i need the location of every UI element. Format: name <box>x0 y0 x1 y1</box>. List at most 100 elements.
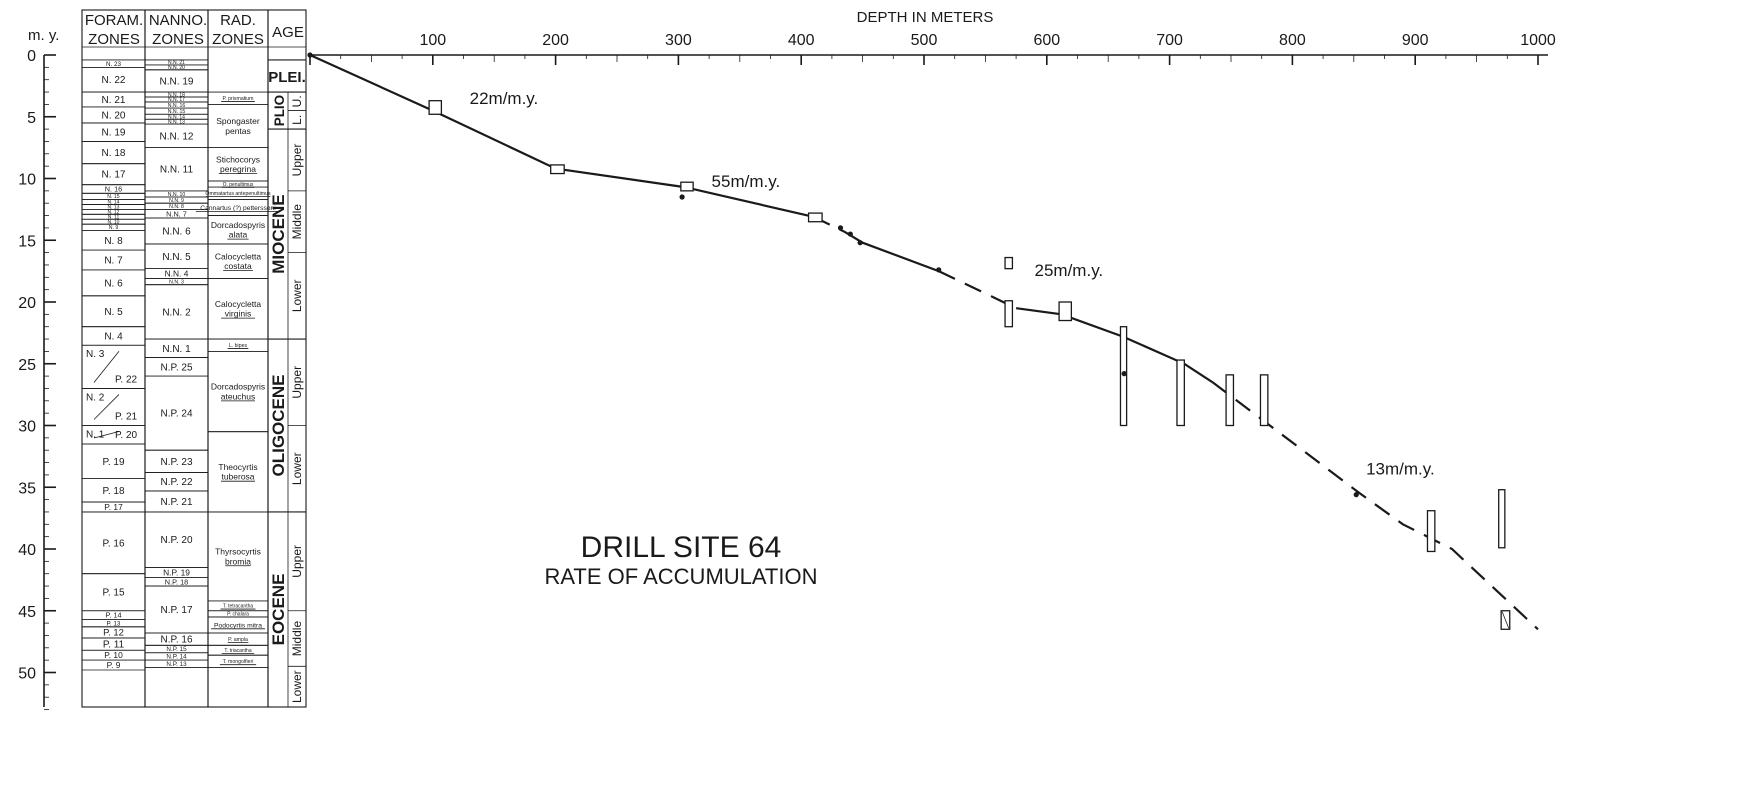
nanno-zone-label: N.P. 14 <box>166 654 187 661</box>
nanno-zone-label: N.P. 23 <box>160 457 192 468</box>
x-tick-label: 900 <box>1402 32 1429 49</box>
age-subdivision-label: Upper <box>290 144 304 177</box>
nanno-zone-label: N.P. 24 <box>160 409 192 420</box>
sample-box <box>1426 510 1436 553</box>
foram-zone-label: N. 11 <box>108 215 120 221</box>
foram-zone-label: N. 21 <box>102 95 126 106</box>
curve-solid-segment <box>309 53 814 218</box>
foram-zone-label: N. 23 <box>106 61 122 68</box>
nanno-zone-label: N.N. 21 <box>168 60 185 66</box>
zone-labels: N. 23 N. 22 N. 21 N. 20 N. 19 N. 18 N. 17 N. 16… <box>86 60 306 703</box>
foram-zone-split-line <box>93 350 120 383</box>
sample-dot <box>1353 492 1359 498</box>
foram-zone-label: N. 9 <box>109 225 119 231</box>
foram-zone-label: N. 1 <box>86 430 105 441</box>
y-tick-label: 40 <box>18 542 36 559</box>
nanno-zone-label: N.P. 22 <box>160 477 192 488</box>
nanno-zone-label: N.P. 18 <box>165 577 188 586</box>
age-subdivision-label: Lower <box>290 279 304 312</box>
rad-zone-label: P. prismatium <box>222 96 253 102</box>
age-subdivision-label: Upper <box>290 366 304 399</box>
rad-zone-label: Calocycletta <box>215 251 262 261</box>
rad-zone-label: Ommatartus antepenultimus <box>205 191 271 197</box>
sample-dot <box>936 267 942 273</box>
rad-zone-label: Stichocorys <box>216 154 260 164</box>
x-tick-label: 400 <box>788 32 815 49</box>
column-headers: m. y. FORAM. ZONES NANNO. ZONES RAD. ZON… <box>28 12 304 48</box>
zone-column-frame <box>207 9 269 708</box>
age-subdivision-label: Middle <box>290 204 304 240</box>
rad-zone-label: pentas <box>225 126 251 136</box>
nanno-zone-label: N.N. 20 <box>168 65 185 71</box>
nanno-zone-label: N.N. 9 <box>169 198 184 204</box>
y-tick-label: 30 <box>18 419 36 436</box>
foram-zone-label: N. 15 <box>107 194 120 200</box>
x-tick-label: 300 <box>665 32 692 49</box>
rate-label: 25m/m.y. <box>1035 261 1104 280</box>
sample-box <box>1004 300 1014 328</box>
rad-zones-header-line2: ZONES <box>212 31 264 48</box>
rate-label: 22m/m.y. <box>470 89 539 108</box>
sample-box <box>1058 301 1073 322</box>
rad-zone-label: Dorcadospyris <box>211 220 265 230</box>
nanno-zone-label: N.N. 18 <box>168 92 185 98</box>
x-tick-label: 100 <box>419 32 446 49</box>
foram-zones-header-line2: ZONES <box>88 31 140 48</box>
sample-box <box>1176 359 1185 427</box>
foram-zone-label: N. 3 <box>86 349 105 360</box>
rad-zone-label: tuberosa <box>221 472 254 482</box>
x-tick-label: 600 <box>1033 32 1060 49</box>
y-tick-label: 15 <box>18 233 36 250</box>
rad-zone-label: virginis <box>225 309 251 319</box>
rad-zone-label: P. chalara <box>227 612 249 618</box>
nanno-zone-label: N.P. 25 <box>160 362 192 373</box>
y-tick-label: 45 <box>18 604 36 621</box>
epoch-label: EOCENE <box>269 574 288 646</box>
plot-area: 22m/m.y. 55m/m.y. 25m/m.y. 13m/m.y. <box>307 52 1539 631</box>
foram-zone-label: N. 16 <box>105 185 122 194</box>
sample-dot <box>857 240 863 246</box>
foram-zone-label: P. 9 <box>107 660 121 670</box>
rad-zone-label: Theocyrtis <box>218 462 257 472</box>
rad-zone-label: alata <box>229 230 248 240</box>
rad-zone-label: O. penultimus <box>223 182 254 188</box>
x-tick-label: 800 <box>1279 32 1306 49</box>
foram-zone-label: P. 20 <box>115 430 137 441</box>
y-tick-label: 5 <box>27 110 36 127</box>
x-axis-label: DEPTH IN METERS <box>857 9 994 26</box>
rad-zone-label: L. bipes <box>229 343 248 349</box>
y-tick-label: 35 <box>18 480 36 497</box>
rad-zone-label: bromia <box>225 556 251 566</box>
nanno-zone-label: N.N. 10 <box>168 192 186 198</box>
epoch-label: PLIO <box>272 95 287 126</box>
foram-zone-split-line <box>93 394 120 420</box>
foram-zone-label: N. 6 <box>104 278 123 289</box>
rad-zone-label: costata <box>224 261 252 271</box>
nanno-zone-label: N.N. 11 <box>160 165 194 176</box>
rad-zone-label: P. ampla <box>228 637 248 643</box>
foram-zone-label: P. 16 <box>102 538 124 549</box>
origin-dot <box>307 52 313 58</box>
sample-box <box>807 212 823 223</box>
foram-zone-label: N. 8 <box>104 236 123 247</box>
foram-zone-label: N. 4 <box>104 331 123 342</box>
curve-solid-segment <box>843 230 940 273</box>
chart-subtitle: RATE OF ACCUMULATION <box>545 564 818 589</box>
rad-zone-label: T. tetracantha <box>223 604 254 610</box>
epoch-label: MIOCENE <box>269 194 288 273</box>
nanno-zone-label: N.N. 4 <box>165 269 189 279</box>
rad-zone-label: Dorcadospyris <box>211 382 265 392</box>
y-tick-label: 25 <box>18 357 36 374</box>
rad-zone-label: Spongaster <box>216 116 260 126</box>
foram-zone-label: N. 14 <box>108 200 120 206</box>
foram-zone-label: N. 17 <box>102 170 126 181</box>
foram-zone-label: N. 12 <box>108 210 120 216</box>
nanno-zone-label: N.P. 15 <box>166 646 187 653</box>
nanno-zone-label: N.N. 15 <box>168 109 186 115</box>
foram-zone-label: N. 20 <box>102 110 126 121</box>
foram-zone-label: N. 18 <box>102 148 126 159</box>
foram-zone-label: N. 7 <box>104 256 123 267</box>
sample-box <box>680 181 694 192</box>
rad-zone-label: ateuchus <box>221 391 256 401</box>
y-tick-label: 0 <box>27 48 36 65</box>
